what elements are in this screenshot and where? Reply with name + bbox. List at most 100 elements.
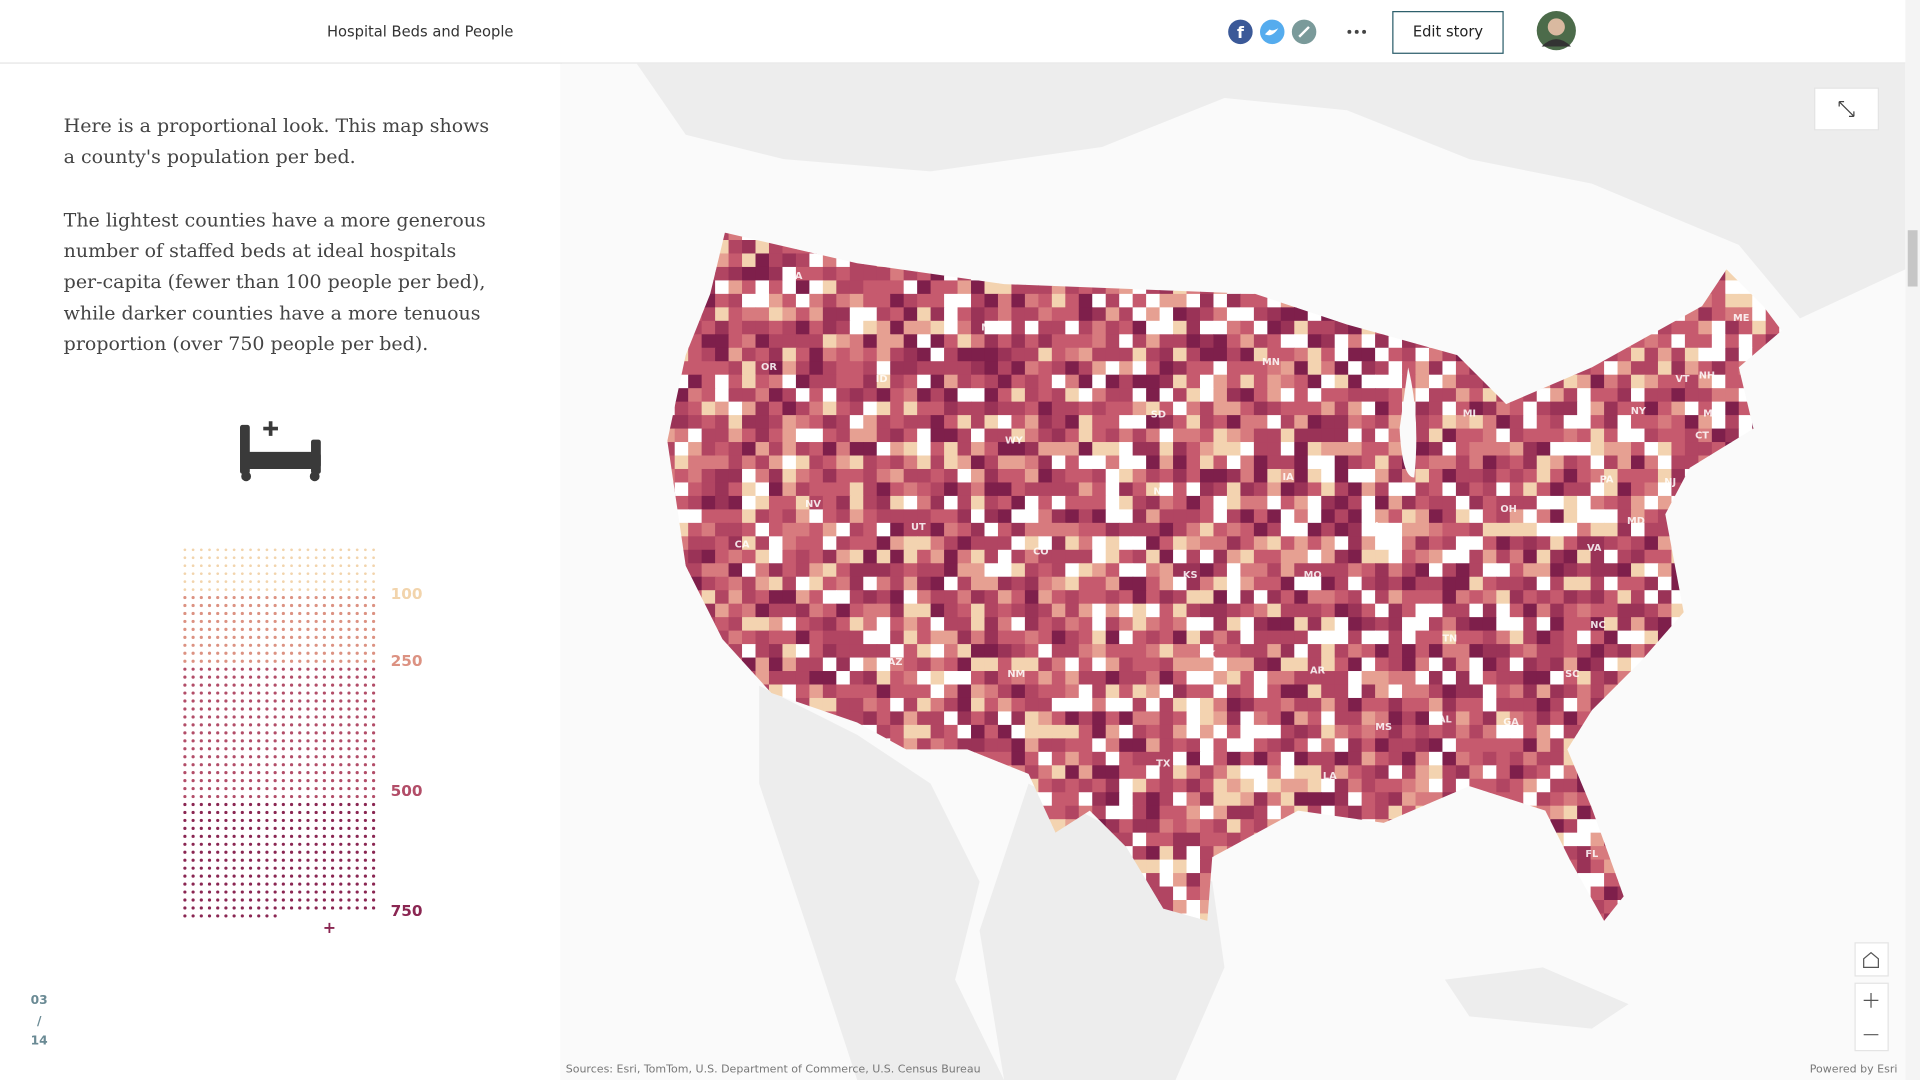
county (1563, 536, 1578, 551)
county (1671, 468, 1686, 484)
facebook[interactable] (1228, 19, 1253, 45)
county (1698, 374, 1713, 389)
county (1146, 442, 1161, 457)
county (1065, 671, 1080, 686)
county (1119, 388, 1134, 403)
legend-dot (248, 890, 253, 894)
county (782, 334, 797, 349)
county (930, 347, 945, 362)
legend-dot (199, 914, 203, 918)
legend-dot (289, 882, 294, 886)
county (1105, 509, 1120, 524)
legend-dot (257, 548, 261, 552)
legend-dot (330, 595, 335, 600)
legend-dot (191, 842, 195, 846)
legend-dot (265, 771, 269, 775)
county (728, 617, 743, 632)
county (1226, 522, 1242, 537)
county (876, 293, 891, 308)
avatar[interactable] (1536, 10, 1578, 52)
legend-dot (306, 723, 310, 727)
legend-dot (265, 763, 269, 767)
county (1226, 603, 1242, 618)
legend-dot (207, 691, 212, 695)
county (1240, 334, 1255, 349)
county (1173, 455, 1188, 470)
county (1644, 361, 1659, 376)
county (1011, 603, 1026, 618)
legend-dot (257, 842, 261, 846)
county (930, 307, 945, 322)
county (728, 576, 743, 591)
county (809, 293, 824, 308)
county (1428, 671, 1444, 686)
county (849, 482, 864, 497)
county (1092, 792, 1107, 807)
county (1415, 711, 1430, 726)
county (1307, 751, 1322, 766)
county (1334, 697, 1349, 713)
legend-dot (355, 611, 359, 616)
county (876, 428, 891, 443)
legend-dot (306, 548, 310, 552)
edit-story-button[interactable]: Edit story (1392, 11, 1504, 54)
county (971, 280, 986, 295)
county (1051, 482, 1066, 497)
legend-dot (372, 675, 376, 679)
county (1065, 711, 1080, 726)
county (1173, 617, 1188, 632)
county (1132, 374, 1147, 389)
county (890, 522, 905, 537)
county (1186, 522, 1201, 537)
legend-dot (306, 651, 310, 655)
legend-dot (372, 715, 376, 719)
legend-dot (298, 731, 302, 735)
legend-dot (183, 723, 187, 727)
county (849, 280, 864, 295)
legend-dot (232, 866, 236, 870)
legend-dot (314, 850, 318, 854)
county (1092, 657, 1107, 672)
legend-dot (289, 890, 294, 894)
county (1590, 576, 1605, 591)
legend-dot (314, 635, 318, 639)
county (701, 576, 716, 591)
county (917, 415, 932, 430)
county (715, 334, 730, 349)
county (1657, 334, 1673, 349)
county (674, 428, 689, 443)
legend-dot (183, 755, 187, 759)
county (1698, 320, 1713, 335)
county (1051, 765, 1066, 780)
county (1226, 563, 1242, 578)
county (1092, 765, 1107, 780)
legend-dot (306, 906, 310, 910)
county (1348, 549, 1363, 564)
county (1361, 388, 1376, 403)
county (1065, 603, 1080, 618)
legend-dot (298, 556, 302, 560)
county (1563, 468, 1578, 484)
county (1038, 549, 1053, 564)
legend-dot (372, 548, 375, 552)
legend-dot (207, 603, 212, 608)
legend-dot (314, 826, 318, 830)
legend-dot (240, 858, 244, 862)
more-menu[interactable] (1347, 29, 1367, 34)
county (742, 630, 757, 645)
legend-dot (355, 691, 359, 695)
county (1644, 509, 1659, 524)
county (1038, 671, 1053, 686)
county (1604, 617, 1619, 632)
county (1496, 603, 1511, 618)
county (1159, 644, 1174, 659)
county (957, 374, 972, 389)
county (1011, 442, 1026, 457)
county (836, 374, 851, 389)
county (715, 293, 730, 308)
county (1469, 657, 1484, 672)
county (1105, 495, 1120, 511)
county (1334, 468, 1349, 484)
county (1307, 711, 1322, 726)
county (1307, 320, 1322, 335)
